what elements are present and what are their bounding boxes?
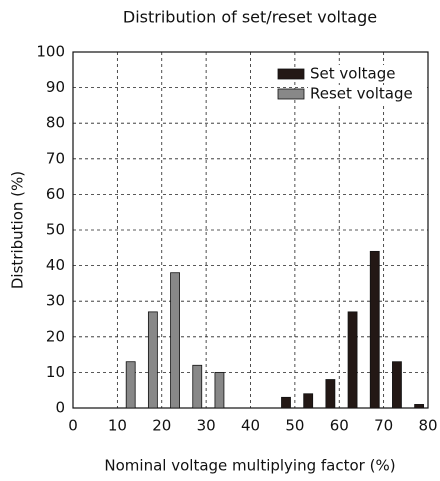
y-tick-label: 50 (46, 221, 65, 239)
y-tick-label: 20 (46, 327, 65, 345)
x-tick-label: 10 (108, 417, 127, 435)
y-tick-label: 30 (46, 292, 65, 310)
legend-bg (308, 65, 424, 83)
legend-swatch (277, 68, 305, 80)
y-tick-label: 80 (46, 114, 65, 132)
bar (325, 379, 336, 409)
bar (125, 361, 136, 409)
x-tick-label: 60 (330, 417, 349, 435)
y-tick-label: 100 (36, 43, 65, 61)
legend-label: Reset voltage (310, 85, 413, 103)
x-tick-label: 20 (152, 417, 171, 435)
bar (214, 371, 225, 409)
bar (147, 311, 158, 409)
x-tick-label: 0 (68, 417, 78, 435)
bar (303, 393, 314, 409)
y-tick-label: 0 (55, 399, 65, 417)
y-tick-label: 40 (46, 256, 65, 274)
bar (170, 272, 180, 409)
x-tick-label: 70 (374, 417, 393, 435)
plot-frame (72, 51, 429, 409)
chart-title: Distribution of set/reset voltage (123, 8, 377, 27)
legend-bg (308, 85, 424, 103)
bar (414, 404, 425, 409)
legend-label: Set voltage (310, 65, 395, 83)
y-tick-label: 70 (46, 149, 65, 167)
bar (392, 361, 402, 409)
y-tick-label: 90 (46, 78, 65, 96)
x-tick-label: 30 (197, 417, 216, 435)
y-tick-label: 10 (46, 363, 65, 381)
x-tick-label: 40 (241, 417, 260, 435)
y-axis-label: Distribution (%) (9, 171, 27, 289)
bar (347, 311, 358, 409)
y-tick-label: 60 (46, 185, 65, 203)
bar (281, 396, 291, 409)
bar (369, 250, 380, 409)
x-tick-label: 80 (418, 417, 437, 435)
x-tick-label: 50 (285, 417, 304, 435)
bar (192, 364, 203, 409)
legend-swatch (277, 88, 305, 100)
x-axis-label: Nominal voltage multiplying factor (%) (104, 457, 395, 475)
